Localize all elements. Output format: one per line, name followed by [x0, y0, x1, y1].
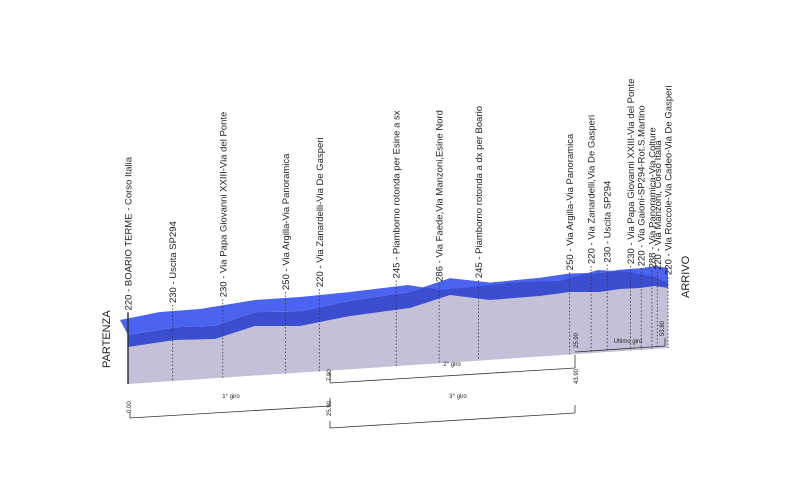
km-marker-label: 43.90: [574, 368, 580, 384]
point-label: 286 - Via Faede,Via Manzoni,Esine Nord: [435, 110, 446, 282]
km-marker-label: 25.90: [327, 400, 333, 416]
finish-label: ARRIVO: [680, 255, 692, 298]
point-label: 220 - Via Zanardelli-Via De Gasperi: [315, 137, 326, 287]
km-marker-label: 53.80: [660, 320, 666, 336]
kilometer-scale: 0.00 7.90 25.90 43.90 25.90 53.80 1° giro 2° gi…: [127, 320, 666, 429]
point-label: 220 - Via Gaioni-SP294-Rot.S.Martino: [637, 105, 648, 266]
point-label: 220 - Via Manzoni, Corso Italia: [653, 140, 664, 270]
point-markers: [127, 264, 669, 384]
point-label: 220 - Via Roccole-Via Cadeo-Via De Gaspe…: [664, 85, 675, 275]
lap-label: 3° giro: [449, 394, 467, 400]
lap-label: 1° giro: [222, 394, 240, 400]
km-marker-label: 7.90: [327, 369, 333, 381]
point-label: 220 - BOARIO TERME - Corso Italia: [124, 156, 135, 310]
km-marker-label: 25.90: [574, 332, 580, 348]
start-label: PARTENZA: [101, 310, 113, 368]
profile-base: [128, 286, 668, 384]
point-label: 245 - Piamborno rotonda per Esine a sx: [392, 110, 403, 278]
point-label: 250 - Via Argilla-Via Panoramica: [281, 153, 292, 290]
km-marker-label: 0.00: [127, 401, 133, 413]
point-label: 230 - Uscita SP294: [603, 181, 614, 263]
point-label: 230 - Uscita SP294: [168, 221, 179, 303]
point-label: 220 - Via Zanardelli,Via De Gasperi: [587, 115, 598, 264]
point-label: 288 - Via Panoramica-Via Colture: [647, 127, 658, 268]
scale-line: [329, 412, 576, 429]
lap-label: 2° giro: [443, 362, 461, 368]
point-label: 230 - Via Papa Giovanni XXIII-Via del Po…: [626, 79, 637, 265]
point-labels: 220 - BOARIO TERME - Corso Italia 230 - U…: [124, 79, 675, 311]
scale-line: [574, 345, 666, 353]
point-label: 250 - Via Argilla-Via Panoramica: [565, 133, 576, 270]
point-label: 230 - Via Papa Giovanni XXIII-Via del Po…: [218, 112, 229, 298]
point-label: 245 - Piamborno rotonda a dx per Boario: [474, 106, 485, 278]
profile-front-face: [128, 266, 668, 347]
lap-label: Ultimo giro: [614, 339, 643, 345]
scale-line: [329, 367, 576, 384]
scale-line: [129, 405, 331, 419]
